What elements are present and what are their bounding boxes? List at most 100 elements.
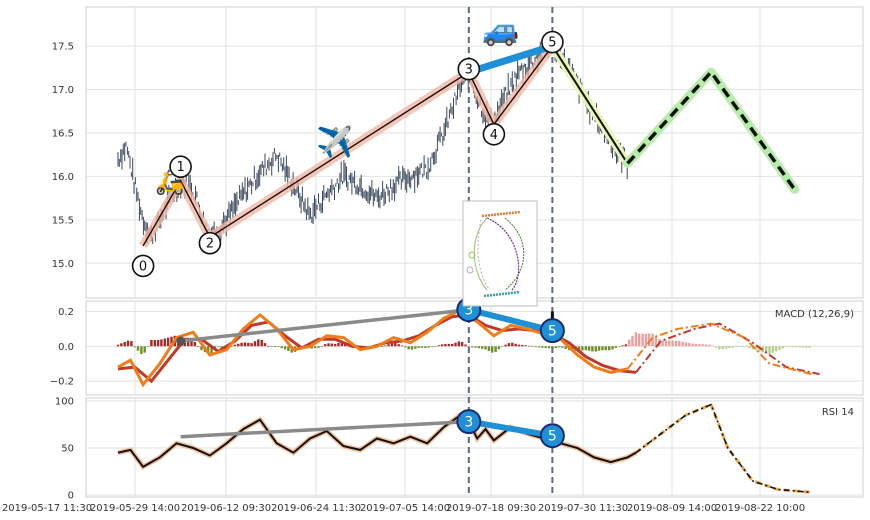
macd-histogram-bar	[414, 346, 417, 349]
macd-histogram-bar	[444, 343, 447, 347]
macd-histogram-bar	[120, 343, 123, 347]
macd-histogram-bar	[724, 346, 728, 349]
macd-histogram-bar	[517, 344, 521, 347]
macd-histogram-bar	[661, 340, 664, 347]
macd-histogram-bar	[624, 344, 628, 347]
macd-histogram-bar	[584, 346, 587, 351]
scooter-icon: 🛵	[155, 168, 185, 196]
macd-histogram-bar	[557, 346, 561, 348]
price-y-tick: 16.0	[52, 172, 74, 183]
macd-histogram-bar	[651, 333, 654, 347]
macd-histogram-bar	[133, 346, 136, 348]
price-y-tick: 17.0	[52, 85, 74, 96]
x-tick-label: 2019-05-29 14:00	[90, 503, 180, 514]
macd-histogram-bar	[233, 344, 237, 347]
macd-histogram-bar	[400, 345, 404, 347]
macd-histogram-bar	[714, 346, 718, 348]
macd-histogram-bar	[210, 346, 213, 354]
macd-histogram-bar	[778, 346, 781, 350]
macd-histogram-bar	[193, 342, 196, 347]
wave-marker	[169, 155, 192, 178]
inset-thumbnail	[462, 200, 538, 307]
macd-histogram-bar	[638, 333, 641, 347]
macd-histogram-bar	[380, 346, 384, 347]
macd-histogram-bar	[698, 344, 701, 347]
macd-histogram-bar	[524, 345, 527, 347]
wave-label: 0	[139, 259, 147, 274]
macd-histogram-bar	[611, 346, 614, 350]
macd-histogram-bar	[728, 346, 731, 348]
macd-histogram-bar	[608, 346, 611, 351]
macd-histogram-bar	[464, 344, 467, 347]
macd-histogram-bar	[691, 343, 694, 347]
rsi-marker	[456, 409, 482, 435]
macd-histogram-bar	[230, 346, 233, 347]
macd-histogram-bar	[200, 346, 203, 351]
macd-histogram-bar	[744, 346, 748, 347]
macd-histogram-bar	[273, 346, 277, 347]
macd-histogram-bar	[324, 344, 327, 347]
macd-histogram-bar	[197, 346, 200, 347]
macd-histogram-bar	[634, 332, 638, 347]
rsi-y-tick: 0	[68, 491, 74, 502]
macd-histogram-bar	[721, 346, 724, 349]
macd-histogram-bar	[484, 346, 487, 350]
macd-histogram-bar	[738, 346, 741, 347]
x-tick-label: 2019-06-24 11:30	[271, 503, 361, 514]
macd-divergence-dot	[176, 336, 186, 346]
macd-histogram-bar	[187, 341, 190, 347]
macd-histogram-bar	[527, 345, 531, 347]
macd-histogram-bar	[704, 344, 708, 347]
macd-histogram-bar	[791, 346, 795, 348]
macd-histogram-bar	[795, 346, 798, 348]
macd-histogram-bar	[678, 341, 681, 347]
macd-histogram-bar	[591, 346, 594, 352]
macd-histogram-bar	[765, 346, 768, 354]
macd-histogram-bar	[280, 346, 283, 349]
macd-histogram-bar	[130, 341, 133, 347]
macd-histogram-bar	[337, 343, 340, 347]
macd-histogram-bar	[748, 346, 751, 348]
macd-histogram-bar	[531, 346, 534, 347]
macd-histogram-bar	[537, 346, 541, 348]
wave-marker	[457, 57, 481, 81]
macd-histogram-bar	[785, 346, 788, 347]
macd-y-tick: 0.0	[58, 342, 74, 353]
macd-histogram-bar	[434, 346, 437, 347]
rsi-blue-divergence	[468, 418, 553, 439]
macd-histogram-bar	[688, 343, 691, 347]
macd-histogram-bar	[577, 346, 581, 351]
macd-histogram-bar	[217, 346, 220, 348]
macd-marker-label: 3	[464, 303, 473, 319]
wave-label: 5	[548, 36, 556, 51]
macd-histogram-bar	[404, 346, 407, 348]
macd-histogram-bar	[501, 346, 504, 347]
wave-label: 4	[490, 128, 498, 143]
rsi-y-tick: 100	[55, 396, 74, 407]
macd-histogram-bar	[561, 346, 564, 348]
macd-histogram-bar	[654, 336, 658, 347]
macd-histogram-bar	[220, 346, 223, 348]
macd-histogram-bar	[641, 333, 644, 347]
macd-histogram-bar	[123, 342, 126, 347]
macd-histogram-bar	[407, 346, 410, 350]
macd-histogram-bar	[430, 346, 434, 347]
macd-histogram-bar	[644, 333, 648, 347]
macd-histogram-bar	[190, 340, 193, 347]
car-icon: 🚙	[482, 13, 519, 48]
macd-histogram-bar	[805, 346, 808, 348]
macd-histogram-bar	[701, 344, 704, 347]
x-tick-label: 2019-05-17 11:30	[2, 503, 92, 514]
wave-marker	[482, 123, 506, 146]
macd-y-tick: 0.2	[58, 307, 74, 318]
macd-histogram-bar	[541, 346, 544, 348]
macd-histogram-bar	[394, 343, 397, 347]
price-y-tick: 15.5	[52, 215, 74, 226]
macd-histogram-bar	[801, 346, 805, 348]
macd-histogram-bar	[514, 343, 517, 347]
macd-histogram-bar	[481, 346, 484, 349]
macd-histogram-bar	[277, 346, 280, 347]
rsi-marker	[539, 423, 565, 449]
macd-histogram-bar	[471, 346, 474, 348]
